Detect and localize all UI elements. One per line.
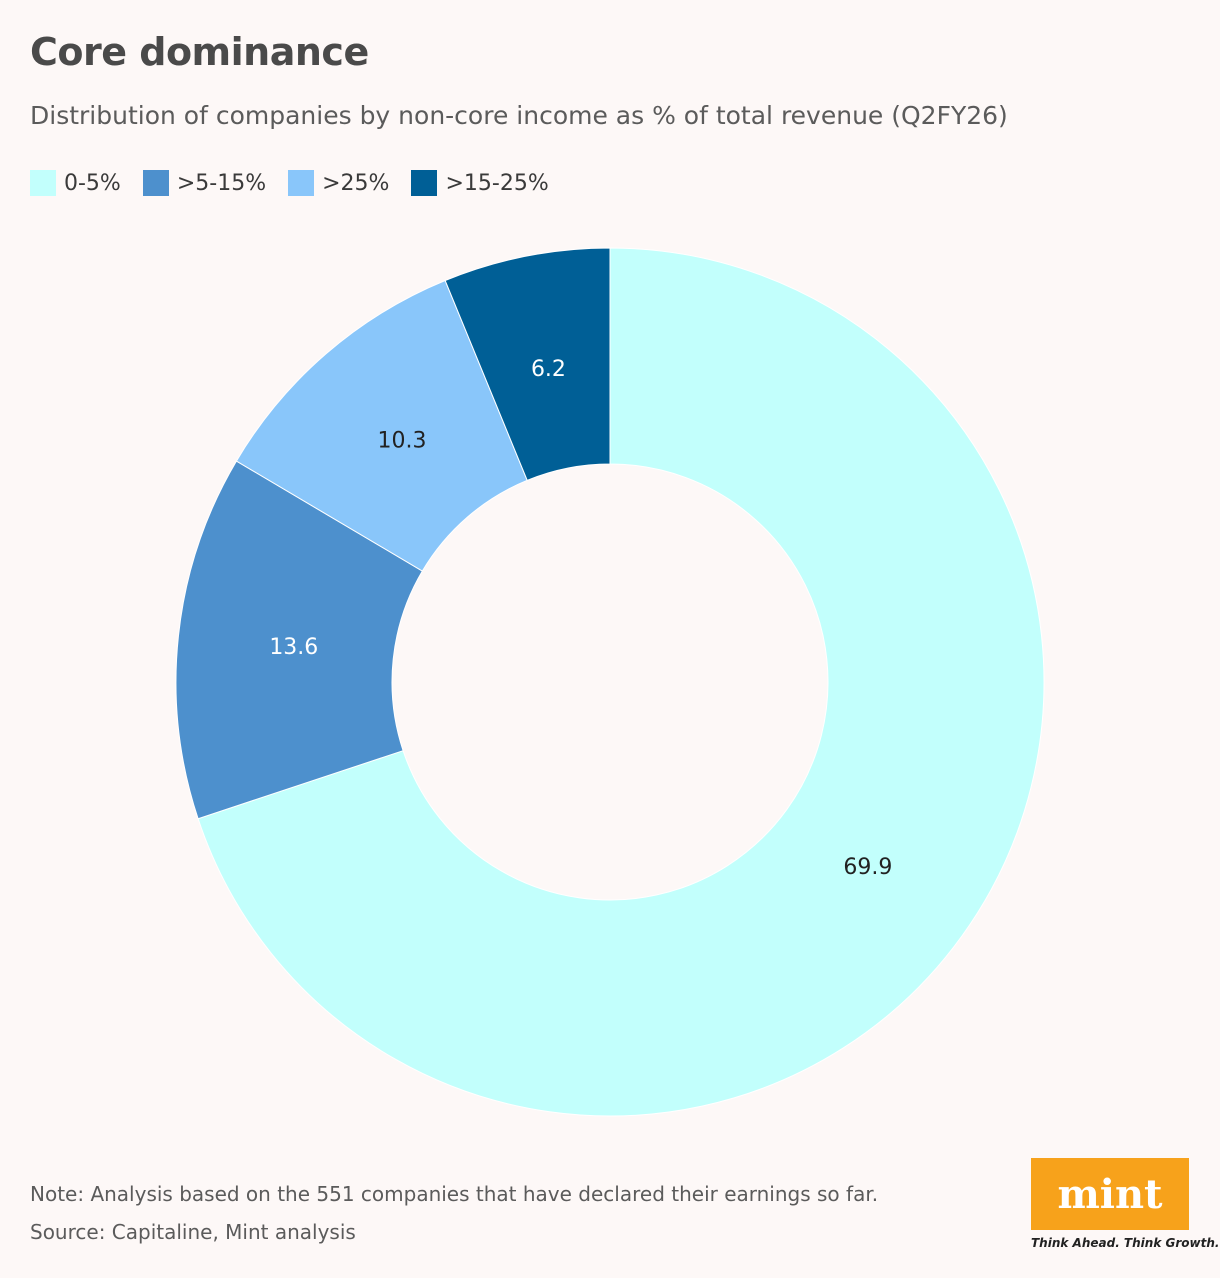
legend-item-25-plus: >25%	[288, 170, 389, 196]
legend-item-15-25: >15-25%	[411, 170, 549, 196]
chart-note: Note: Analysis based on the 551 companie…	[30, 1182, 879, 1206]
legend-swatch	[288, 170, 315, 196]
legend-label: >5-15%	[176, 170, 267, 196]
donut-slice	[197, 247, 1045, 1117]
chart-source: Source: Capitaline, Mint analysis	[30, 1220, 356, 1244]
legend-swatch	[142, 170, 169, 196]
slice-value-label: 10.3	[377, 428, 426, 453]
legend: 0-5% >5-15% >25% >15-25%	[30, 170, 549, 196]
legend-label: >15-25%	[445, 170, 549, 196]
slice-value-label: 6.2	[531, 357, 566, 382]
legend-item-5-15: >5-15%	[142, 170, 267, 196]
chart-subtitle: Distribution of companies by non-core in…	[30, 101, 1008, 130]
slice-value-label: 69.9	[843, 855, 892, 880]
donut-slice	[235, 279, 528, 572]
legend-swatch	[30, 170, 56, 196]
donut-slice	[175, 460, 424, 820]
legend-swatch	[411, 170, 438, 196]
chart-title: Core dominance	[30, 30, 369, 74]
logo-tagline: Think Ahead. Think Growth.	[1031, 1236, 1220, 1250]
legend-label: >25%	[322, 170, 390, 196]
donut-slice	[444, 247, 611, 481]
legend-label: 0-5%	[64, 170, 121, 196]
legend-item-0-5: 0-5%	[30, 170, 121, 196]
mint-logo: mint	[1031, 1158, 1189, 1230]
slice-value-label: 13.6	[269, 635, 318, 660]
